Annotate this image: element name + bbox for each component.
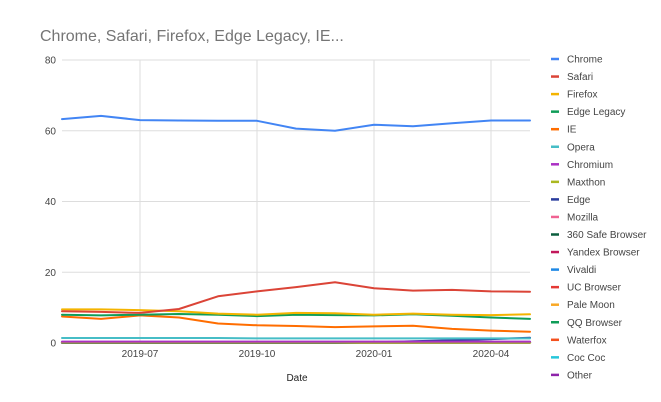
- legend-item: Firefox: [551, 90, 598, 101]
- legend-label: Safari: [567, 72, 593, 83]
- series-line-chrome: [61, 114, 531, 132]
- legend-label: 360 Safe Browser: [567, 230, 647, 241]
- legend-label: Chromium: [567, 160, 613, 171]
- legend-label: UC Browser: [567, 283, 622, 294]
- legend-item: QQ Browser: [551, 318, 623, 329]
- legend-label: Waterfox: [567, 335, 607, 346]
- y-tick-label: 0: [50, 339, 56, 350]
- series-line-edge-legacy: [61, 313, 531, 320]
- legend-item: Yandex Browser: [551, 248, 640, 259]
- y-axis-ticks: 0 20 40 60 80: [45, 56, 57, 350]
- legend-item: Chromium: [551, 160, 613, 171]
- legend-item: Pale Moon: [551, 300, 615, 311]
- x-tick-label: 2019-07: [122, 349, 159, 360]
- legend-item: IE: [551, 125, 577, 136]
- legend-label: Vivaldi: [567, 265, 596, 276]
- legend-label: Maxthon: [567, 177, 605, 188]
- legend-label: QQ Browser: [567, 318, 623, 329]
- legend-label: Mozilla: [567, 212, 599, 223]
- series-line-firefox: [61, 308, 531, 317]
- legend-label: Chrome: [567, 55, 603, 66]
- legend-item: 360 Safe Browser: [551, 230, 647, 241]
- legend-label: Opera: [567, 142, 595, 153]
- legend-item: Chrome: [551, 55, 603, 66]
- legend-item: Opera: [551, 142, 595, 153]
- legend-item: Vivaldi: [551, 265, 596, 276]
- legend-item: Coc Coc: [551, 353, 605, 364]
- legend-item: Other: [551, 370, 593, 381]
- series-line-ie: [61, 314, 531, 333]
- legend-label: Pale Moon: [567, 300, 615, 311]
- legend-item: Safari: [551, 72, 593, 83]
- legend-label: Edge Legacy: [567, 107, 625, 118]
- legend-item: Mozilla: [551, 212, 599, 223]
- x-tick-label: 2020-01: [356, 349, 393, 360]
- series-lines: [61, 114, 531, 344]
- legend-item: Waterfox: [551, 335, 607, 346]
- legend-item: Maxthon: [551, 177, 605, 188]
- legend-item: Edge: [551, 195, 591, 206]
- legend-label: Yandex Browser: [567, 248, 640, 259]
- y-tick-label: 20: [45, 268, 57, 279]
- legend-label: IE: [567, 125, 577, 136]
- legend-label: Firefox: [567, 90, 598, 101]
- series-line-safari: [61, 281, 531, 314]
- x-axis-ticks: 2019-07 2019-10 2020-01 2020-04: [122, 349, 510, 360]
- x-tick-label: 2020-04: [473, 349, 510, 360]
- legend-item: Edge Legacy: [551, 107, 625, 118]
- x-axis-title: Date: [286, 373, 308, 384]
- legend: Chrome Safari Firefox Edge Legacy IE Opera Chr…: [551, 55, 647, 381]
- y-tick-label: 60: [45, 126, 57, 137]
- legend-label: Other: [567, 370, 593, 381]
- y-tick-label: 40: [45, 197, 57, 208]
- gridlines: [62, 59, 530, 344]
- legend-label: Edge: [567, 195, 591, 206]
- legend-label: Coc Coc: [567, 353, 605, 364]
- x-tick-label: 2019-10: [239, 349, 276, 360]
- y-tick-label: 80: [45, 56, 57, 67]
- chart-title: Chrome, Safari, Firefox, Edge Legacy, IE…: [40, 28, 344, 45]
- legend-item: UC Browser: [551, 283, 622, 294]
